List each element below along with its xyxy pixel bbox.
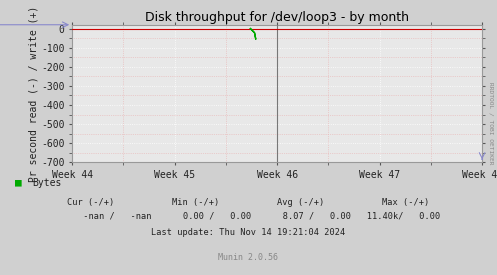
Text: ■: ■	[15, 178, 22, 188]
Title: Disk throughput for /dev/loop3 - by month: Disk throughput for /dev/loop3 - by mont…	[145, 10, 409, 24]
Text: Bytes: Bytes	[32, 178, 62, 188]
Y-axis label: Pr second read (-) / write (+): Pr second read (-) / write (+)	[28, 6, 38, 182]
Text: RRDTOOL / TOBI OETIKER: RRDTOOL / TOBI OETIKER	[489, 82, 494, 165]
Text: Cur (-/+)           Min (-/+)           Avg (-/+)           Max (-/+): Cur (-/+) Min (-/+) Avg (-/+) Max (-/+)	[68, 198, 429, 207]
Text: -nan /   -nan      0.00 /   0.00      8.07 /   0.00   11.40k/   0.00: -nan / -nan 0.00 / 0.00 8.07 / 0.00 11.4…	[57, 211, 440, 220]
Text: Last update: Thu Nov 14 19:21:04 2024: Last update: Thu Nov 14 19:21:04 2024	[152, 228, 345, 237]
Text: Munin 2.0.56: Munin 2.0.56	[219, 253, 278, 262]
